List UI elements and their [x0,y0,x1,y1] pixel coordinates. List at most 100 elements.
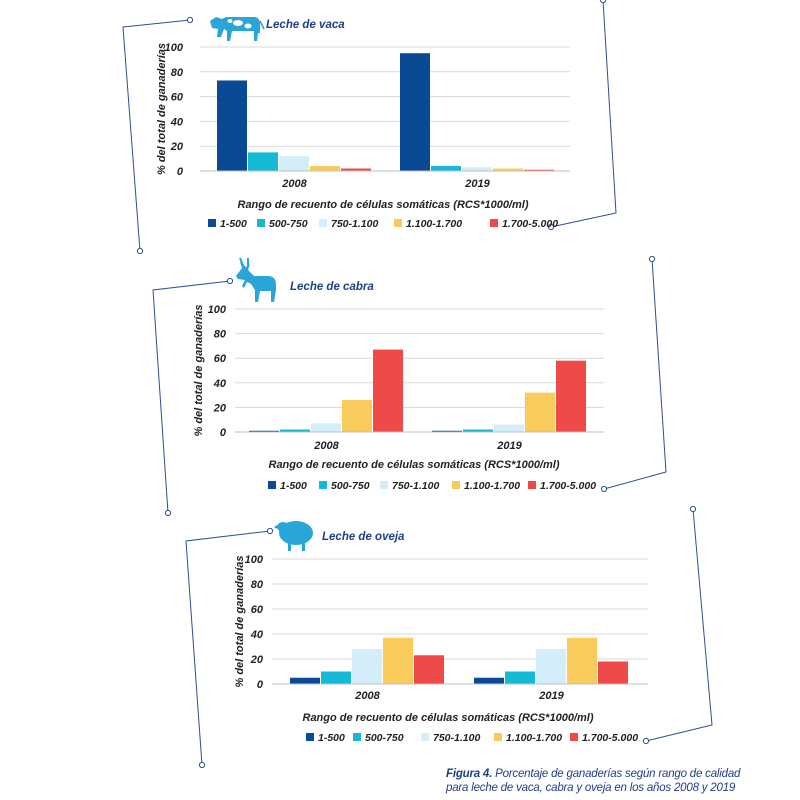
frame-dot [648,255,656,263]
legend-swatch-1.700-5.000 [570,733,578,741]
y-tick-label: 0 [177,166,184,178]
frame-dot [600,485,608,493]
cow-icon [210,17,265,41]
y-tick-label: 60 [171,92,184,104]
legend-swatch-1.100-1.700 [494,733,502,741]
panel-frame [152,255,667,517]
chart-panel-3: Leche de oveja 0 20 40 60 80 100% del total de… [185,505,713,769]
y-tick-label: 20 [250,654,264,666]
bar-750-1.100-2008 [352,649,382,684]
frame-line [645,508,713,742]
bars [217,53,554,172]
legend-label-1-500: 1-500 [220,218,247,230]
legend-swatch-1-500 [208,219,216,227]
frame-line [122,19,191,252]
bar-1.100-1.700-2019 [567,637,597,684]
frame-dot [226,277,234,285]
x-axis-label: Rango de recuento de células somáticas (… [303,712,594,724]
figure-caption: Figura 4. Porcentaje de ganaderías según… [446,767,786,795]
bar-1.700-5.000-2008 [414,655,444,684]
sheep-icon [274,521,313,551]
bar-750-1.100-2019 [494,424,524,432]
legend-label-1.700-5.000: 1.700-5.000 [502,218,558,230]
bar-500-750-2019 [463,429,493,432]
chart-panel-1: Leche de vaca 0 20 40 60 80 100% del total de … [122,0,617,255]
bar-500-750-2008 [280,429,310,432]
frame-dot [164,509,172,517]
y-tick-label: 40 [213,378,227,390]
bar-750-1.100-2008 [311,423,341,432]
legend-label-1.700-5.000: 1.700-5.000 [582,732,638,744]
y-axis-label: % del total de ganaderías [193,304,205,436]
bar-1.100-1.700-2019 [493,168,523,171]
bar-750-1.100-2019 [536,649,566,684]
y-tick-label: 0 [257,679,264,691]
frame-dot [186,16,194,24]
legend-swatch-750-1.100 [421,733,429,741]
caption-text-2: para leche de vaca, cabra y oveja en los… [446,782,736,794]
y-tick-label: 40 [170,116,184,128]
chart-title: Leche de vaca [266,19,345,31]
bars [249,349,586,432]
y-tick-label: 60 [251,604,264,616]
bar-500-750-2008 [321,671,351,684]
frame-dot [198,761,206,769]
chart-title: Leche de cabra [290,281,374,293]
legend-swatch-750-1.100 [380,481,388,489]
y-tick-label: 20 [170,141,184,153]
y-tick-label: 80 [251,579,264,591]
chart-title: Leche de oveja [322,531,405,543]
y-tick-label: 100 [208,304,227,316]
bar-1.100-1.700-2008 [383,637,413,684]
legend: 1-500 500-750 750-1.100 1.100-1.700 1.700-5.… [306,732,638,744]
frame-dot [689,505,697,513]
caption-text-1: Porcentaje de ganaderías según rango de … [495,768,741,780]
bar-1.700-5.000-2008 [341,168,371,171]
x-axis-label: Rango de recuento de células somáticas (… [269,459,560,471]
bar-1.700-5.000-2008 [373,349,403,432]
y-tick-label: 100 [245,554,264,566]
legend-swatch-1-500 [268,481,276,489]
bars [290,637,628,684]
frame-dot [642,737,650,745]
legend-swatch-1.100-1.700 [452,481,460,489]
frame-dot [266,527,274,535]
x-category-label: 2019 [496,440,522,452]
legend-label-500-750: 500-750 [365,732,404,744]
legend-swatch-500-750 [319,481,327,489]
legend-label-750-1.100: 750-1.100 [433,732,480,744]
x-category-label: 2008 [354,690,380,702]
frame-line [603,258,667,490]
x-category-label: 2019 [538,690,564,702]
legend-swatch-1.700-5.000 [528,481,536,489]
bar-750-1.100-2019 [462,167,492,171]
legend-swatch-1.700-5.000 [490,219,498,227]
legend-label-750-1.100: 750-1.100 [331,218,378,230]
bar-1-500-2008 [290,677,320,684]
bar-1-500-2019 [474,677,504,684]
legend-swatch-1-500 [306,733,314,741]
legend-swatch-500-750 [257,219,265,227]
y-axis-label: % del total de ganaderías [234,555,246,687]
bar-1.700-5.000-2019 [556,360,586,432]
bar-500-750-2019 [505,671,535,684]
frame-dot [547,223,555,231]
y-tick-label: 0 [220,427,227,439]
y-axis-label: % del total de ganaderías [156,43,168,175]
legend-label-500-750: 500-750 [269,218,308,230]
x-category-label: 2019 [464,178,490,190]
y-tick-label: 100 [165,42,184,54]
x-category-label: 2008 [313,440,339,452]
chart-panel-2: Leche de cabra 0 20 40 60 80 100% del total de… [152,255,667,517]
bar-1-500-2019 [432,430,462,432]
legend-swatch-500-750 [353,733,361,741]
legend-label-750-1.100: 750-1.100 [392,480,439,492]
legend-label-1-500: 1-500 [280,480,307,492]
legend-swatch-750-1.100 [319,219,327,227]
frame-line [152,280,231,514]
x-axis-label: Rango de recuento de células somáticas (… [238,199,529,211]
y-tick-label: 40 [250,629,264,641]
frame-dot [599,0,607,4]
bar-500-750-2019 [431,166,461,171]
